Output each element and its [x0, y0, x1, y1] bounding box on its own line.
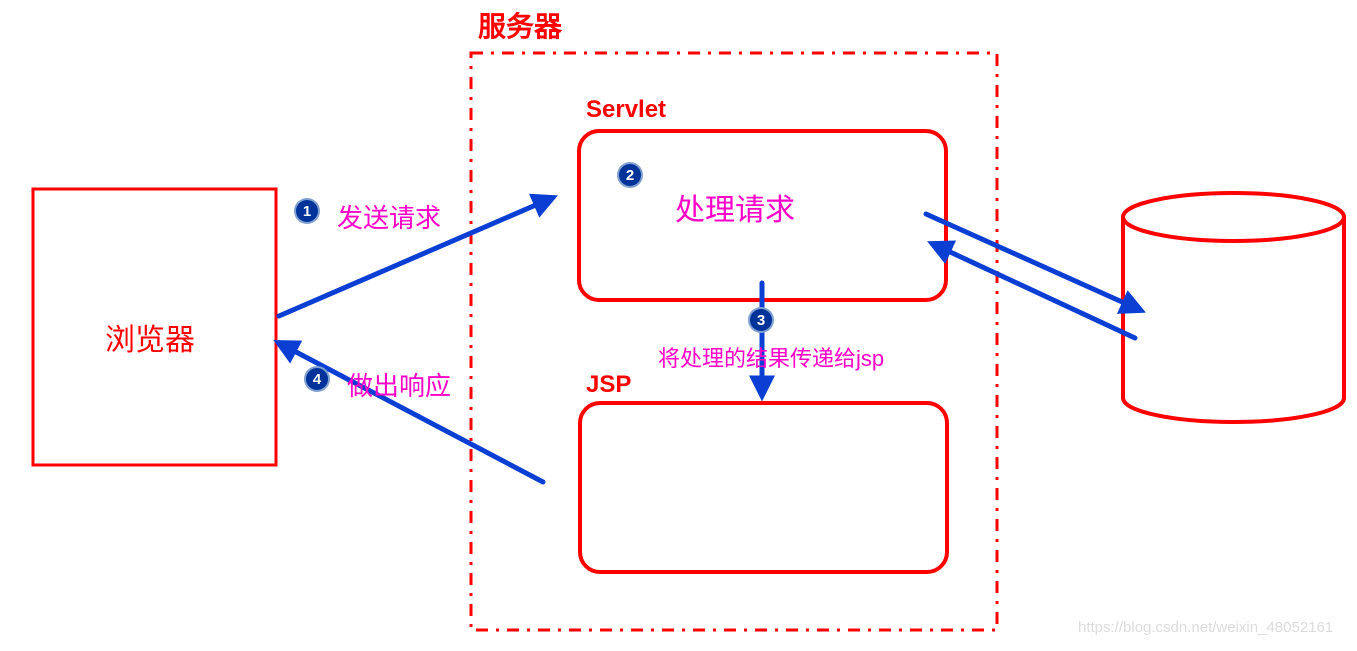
step-badge-3: 3 [750, 309, 772, 331]
jsp-box [580, 403, 947, 572]
step-badge-1: 1 [296, 200, 318, 222]
arrow-response [279, 343, 543, 482]
servlet-inner-label: 处理请求 [675, 185, 795, 229]
step-badge-2: 2 [619, 164, 641, 186]
arrow-from-database [933, 244, 1135, 338]
server-title: 服务器 [478, 5, 562, 45]
diagram-svg [0, 0, 1357, 651]
servlet-title: Servlet [586, 96, 666, 124]
arrow-to-database [926, 214, 1140, 310]
watermark-text: https://blog.csdn.net/weixin_48052161 [1078, 619, 1333, 636]
browser-label: 浏览器 [105, 315, 195, 359]
step-badge-4: 4 [306, 368, 328, 390]
edge-label-response: 做出响应 [347, 366, 451, 403]
database-bottom [1123, 398, 1344, 422]
jsp-title: JSP [586, 371, 631, 399]
edge-label-pass-to-jsp: 将处理的结果传递给jsp [658, 341, 884, 373]
database-top [1123, 193, 1344, 241]
edge-label-send-request: 发送请求 [337, 198, 441, 235]
